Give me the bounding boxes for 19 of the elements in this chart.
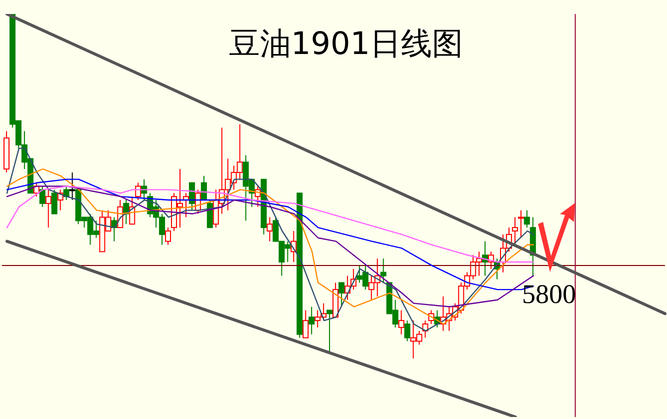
- annotation: 5800: [522, 279, 576, 309]
- candlestick: [39, 186, 46, 208]
- candlestick: [308, 306, 315, 335]
- candlestick: [45, 189, 52, 228]
- candlestick: [69, 172, 76, 200]
- chart-title: 豆油1901日线图: [228, 25, 464, 64]
- candlestick: [302, 310, 309, 338]
- candlestick: [63, 186, 70, 200]
- candlestick: [404, 320, 410, 342]
- candlestick: [398, 310, 404, 335]
- candlestick: [518, 210, 524, 238]
- candlestick: [266, 216, 273, 242]
- candlestick: [512, 216, 518, 246]
- candlestick: [380, 258, 386, 284]
- candlestick: [51, 189, 58, 214]
- candlestick: [326, 310, 333, 352]
- candlestick: [524, 210, 530, 228]
- candlestick: [338, 282, 344, 308]
- candlestick: [165, 227, 172, 246]
